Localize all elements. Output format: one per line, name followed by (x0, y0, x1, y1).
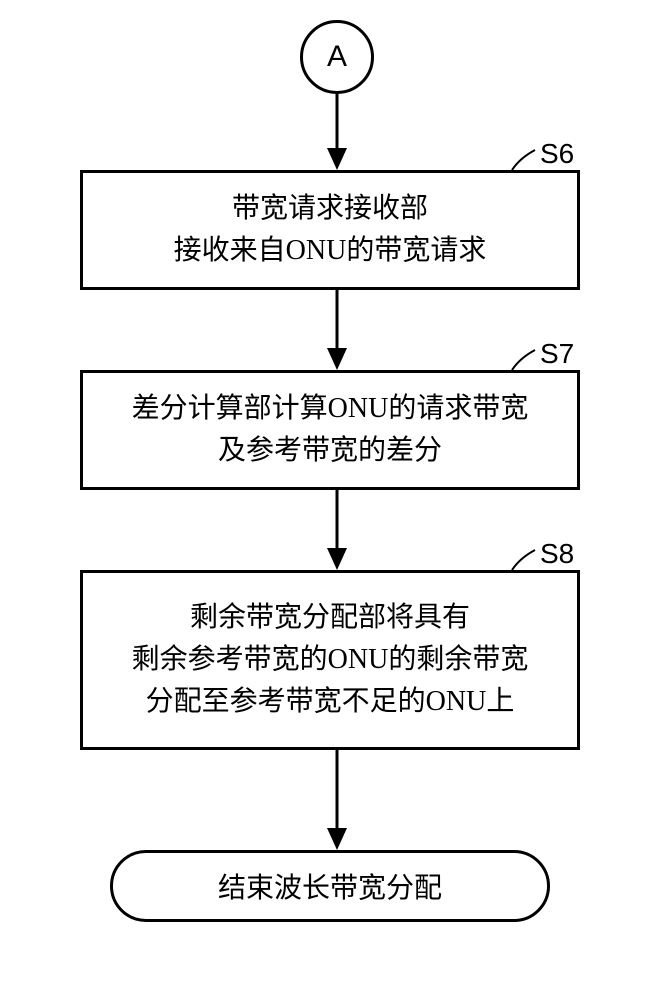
flowchart-canvas: A 带宽请求接收部 接收来自ONU的带宽请求 S6 差分计算部计算ONU的请求带… (0, 0, 670, 1000)
terminator-end-text: 结束波长带宽分配 (218, 866, 442, 906)
terminator-end: 结束波长带宽分配 (110, 850, 550, 922)
